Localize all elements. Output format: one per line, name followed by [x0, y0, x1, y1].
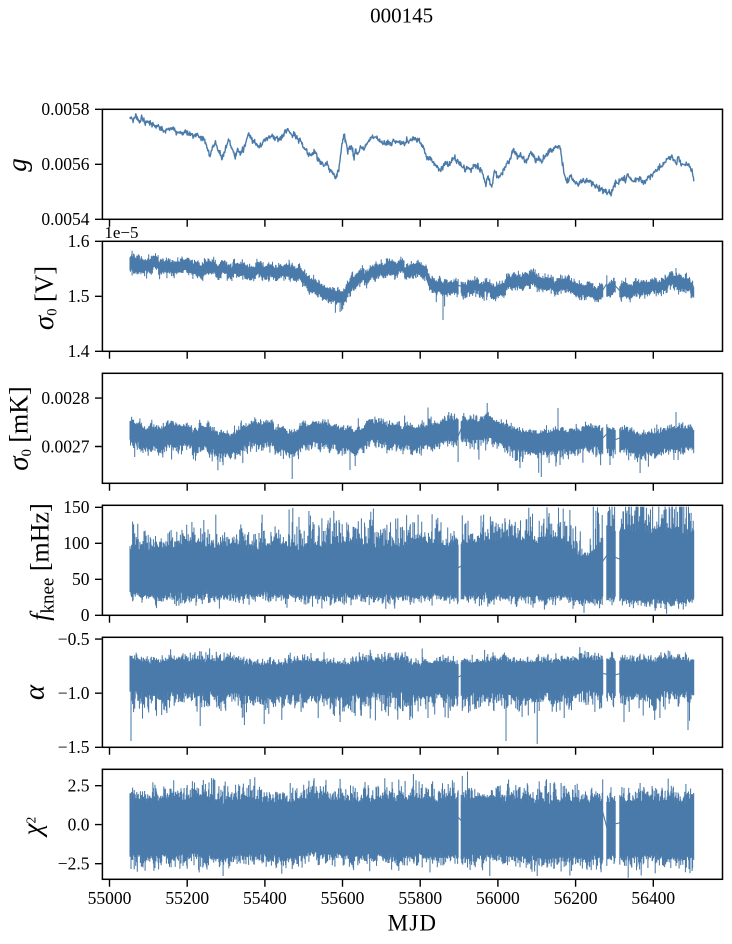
- svg-text:0.0: 0.0: [68, 814, 90, 834]
- svg-text:α: α: [19, 684, 51, 700]
- svg-text:50: 50: [72, 569, 90, 589]
- svg-text:−1.0: −1.0: [58, 683, 90, 703]
- svg-text:000145: 000145: [370, 4, 433, 28]
- svg-text:−2.5: −2.5: [58, 854, 90, 874]
- svg-text:0.0058: 0.0058: [41, 99, 89, 119]
- svg-text:55200: 55200: [165, 888, 209, 908]
- svg-text:56200: 56200: [554, 888, 598, 908]
- svg-text:1.4: 1.4: [68, 341, 90, 361]
- svg-text:56000: 56000: [476, 888, 520, 908]
- svg-text:−0.5: −0.5: [58, 629, 90, 649]
- svg-text:1.6: 1.6: [68, 231, 90, 251]
- svg-text:1e−5: 1e−5: [104, 223, 138, 242]
- svg-text:0: 0: [81, 605, 90, 625]
- svg-text:σ0 [mK]: σ0 [mK]: [3, 386, 36, 470]
- svg-text:55800: 55800: [398, 888, 442, 908]
- svg-text:0.0054: 0.0054: [41, 209, 89, 229]
- svg-text:MJD: MJD: [388, 911, 438, 936]
- svg-text:150: 150: [63, 497, 90, 517]
- svg-text:55400: 55400: [243, 888, 287, 908]
- svg-text:56400: 56400: [631, 888, 675, 908]
- svg-text:0.0028: 0.0028: [41, 388, 89, 408]
- svg-text:−1.5: −1.5: [58, 737, 90, 757]
- svg-text:σ0 [V]: σ0 [V]: [28, 266, 61, 330]
- svg-text:2.5: 2.5: [68, 776, 90, 796]
- svg-text:55000: 55000: [88, 888, 132, 908]
- svg-text:χ2: χ2: [17, 817, 47, 839]
- svg-text:0.0027: 0.0027: [41, 436, 89, 456]
- svg-text:1.5: 1.5: [68, 286, 90, 306]
- svg-text:100: 100: [63, 533, 90, 553]
- svg-text:0.0056: 0.0056: [41, 154, 89, 174]
- svg-text:fknee [mHz]: fknee [mHz]: [26, 503, 59, 620]
- svg-text:55600: 55600: [321, 888, 365, 908]
- svg-text:g: g: [2, 158, 32, 172]
